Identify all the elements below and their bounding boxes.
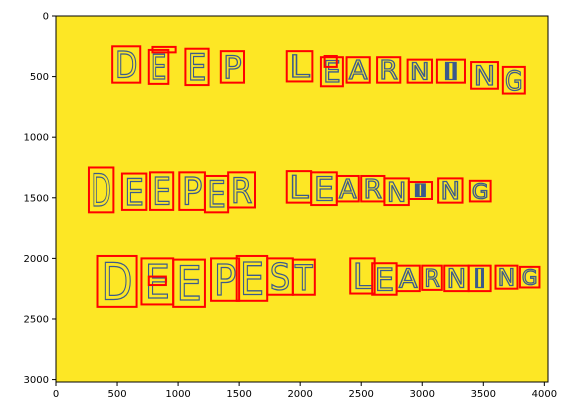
bounding-box: [421, 264, 443, 291]
handwritten-letter: T: [294, 258, 313, 299]
bounding-box: [494, 264, 519, 290]
handwritten-letter: I: [440, 59, 462, 85]
bounding-box: [395, 264, 421, 293]
handwritten-letter: N: [474, 61, 495, 92]
handwritten-letter: E: [152, 170, 171, 214]
handwritten-letter: E: [151, 49, 167, 88]
x-tick-label: 1000: [165, 389, 190, 400]
bounding-box: [147, 275, 167, 287]
handwritten-letter: G: [522, 266, 538, 290]
handwritten-letter: N: [441, 177, 461, 205]
handwritten-letter: L: [353, 257, 373, 298]
handwritten-letter: S: [270, 256, 291, 299]
handwritten-letter: E: [240, 253, 264, 306]
bounding-box: [349, 257, 376, 295]
bounding-box: [210, 257, 241, 302]
image-background: [56, 16, 548, 382]
handwritten-letter: A: [339, 175, 357, 205]
plot-area: D E E P L E A R N I N GD E E P E R L E A R N I N GD E E P E S T L E A R N I N…: [55, 15, 549, 383]
y-tick-label: 500: [30, 72, 49, 83]
handwritten-letter: R: [364, 175, 383, 205]
bounding-box: [184, 47, 210, 87]
x-tick-label: 2000: [287, 389, 312, 400]
handwritten-letter: P: [214, 257, 236, 306]
x-tick-label: 2500: [348, 389, 373, 400]
handwritten-letter: I: [471, 265, 489, 295]
handwritten-letter: D: [101, 254, 132, 313]
bounding-box: [323, 54, 338, 68]
bounding-box: [435, 58, 466, 84]
y-axis: 0 500 1000 1500 2000 2500 3000: [24, 12, 56, 386]
handwritten-letter: E: [375, 262, 395, 298]
x-tick-label: 3000: [410, 389, 435, 400]
bounding-box: [285, 50, 314, 83]
bounding-box: [291, 258, 316, 296]
y-tick-label: 2500: [24, 314, 49, 325]
bounding-box: [111, 45, 142, 84]
x-tick-label: 500: [107, 389, 126, 400]
handwritten-letter: N: [410, 59, 430, 85]
bounding-box: [149, 171, 175, 211]
bounding-box: [406, 58, 434, 84]
handwritten-letter: E: [207, 173, 226, 216]
bounding-box: [518, 265, 541, 289]
bounding-box: [407, 181, 434, 200]
axes-frame: [55, 15, 549, 383]
x-tick-label: 1500: [226, 389, 251, 400]
handwritten-letter: D: [115, 44, 137, 87]
handwritten-letter: I: [411, 181, 430, 201]
bounding-box: [376, 56, 402, 84]
y-tick-label: 2000: [24, 254, 49, 265]
bounding-box: [147, 48, 170, 85]
handwritten-letter: E: [124, 171, 144, 214]
handwritten-letter: E: [176, 257, 201, 312]
bounding-box: [120, 172, 148, 211]
bounding-box: [335, 174, 360, 203]
handwritten-letter: N: [447, 265, 467, 295]
bounding-box: [319, 56, 344, 88]
y-tick-label: 0: [43, 12, 49, 23]
bounding-boxes: [87, 45, 541, 308]
bounding-box: [437, 177, 464, 204]
x-tick-label: 0: [53, 389, 59, 400]
bounding-box: [151, 45, 177, 54]
handwritten-letter: R: [424, 265, 440, 293]
x-tick-label: 3500: [471, 389, 496, 400]
bounding-box: [468, 179, 492, 203]
handwritten-letter: E: [314, 170, 335, 208]
handwritten-letter: L: [289, 50, 310, 85]
bounding-box: [470, 61, 499, 90]
handwritten-letter: G: [472, 180, 489, 204]
x-tick-label: 4000: [532, 389, 557, 400]
y-tick-label: 1500: [24, 193, 49, 204]
handwritten-letter: A: [399, 265, 418, 295]
handwritten-letter: E: [323, 55, 341, 89]
handwritten-letter: L: [289, 170, 309, 206]
handwritten-letter: R: [379, 56, 398, 86]
y-tick-label: 3000: [24, 375, 49, 386]
bounding-box: [219, 50, 246, 84]
bounding-box: [467, 264, 492, 293]
handwriting-layer: D E E P L E A R N I N GD E E P E R L E A R N I N GD E E P E S T L E A R N I N…: [91, 43, 538, 313]
x-axis: 0 500 1000 1500 2000 2500 3000 3500 4000: [53, 382, 557, 400]
bounding-box: [172, 258, 206, 308]
handwritten-letter: E: [188, 46, 207, 89]
bounding-box: [227, 171, 256, 209]
handwritten-letter: D: [91, 164, 111, 217]
handwritten-letter: N: [387, 177, 407, 208]
handwritten-letter: A: [349, 56, 368, 86]
handwritten-letter: P: [182, 170, 203, 214]
bounding-box: [87, 166, 115, 214]
bounding-box: [345, 56, 371, 84]
handwritten-letter: N: [498, 265, 516, 291]
y-tick-label: 1000: [24, 133, 49, 144]
bounding-box: [501, 65, 526, 95]
handwritten-letter: R: [231, 171, 252, 212]
bounding-box: [96, 254, 138, 308]
handwritten-letter: P: [223, 50, 242, 86]
handwritten-letter: G: [505, 66, 523, 97]
